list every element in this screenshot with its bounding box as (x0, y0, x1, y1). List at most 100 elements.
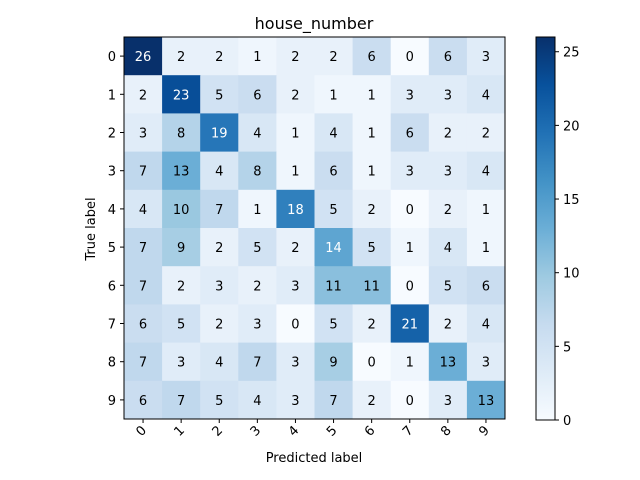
cell-value-label: 7 (253, 356, 261, 371)
x-tick-label: 7 (400, 423, 416, 439)
heatmap-cell (428, 380, 468, 420)
heatmap-cell (352, 37, 392, 76)
cell-value-label: 4 (253, 127, 261, 142)
heatmap-cell (466, 113, 506, 153)
y-tick-label: 5 (108, 241, 116, 256)
cell-value-label: 5 (177, 318, 185, 333)
heatmap-cell (124, 342, 163, 382)
cell-value-label: 3 (406, 88, 414, 103)
cell-value-label: 3 (253, 318, 261, 333)
heatmap-cell (124, 151, 163, 191)
cell-value-label: 6 (139, 318, 147, 333)
y-tick-label: 6 (108, 279, 116, 294)
cell-value-label: 1 (482, 203, 490, 218)
cell-value-label: 1 (406, 241, 414, 256)
y-tick-label: 7 (108, 318, 116, 333)
cell-value-label: 2 (444, 318, 452, 333)
heatmap-cell (276, 380, 315, 420)
cell-value-label: 7 (139, 279, 147, 294)
heatmap-cell (428, 304, 468, 344)
cell-value-label: 2 (253, 279, 261, 294)
heatmap-cell (466, 75, 506, 114)
heatmap-cell (238, 37, 277, 76)
cell-value-label: 3 (444, 394, 452, 409)
heatmap-cell (124, 189, 163, 229)
heatmap-cell (276, 304, 315, 344)
heatmap-cell (200, 228, 239, 267)
heatmap-cell (352, 228, 392, 267)
heatmap-cell (352, 342, 392, 382)
heatmap-cell (162, 380, 201, 420)
cell-value-label: 1 (368, 127, 376, 142)
cell-value-label: 14 (325, 241, 342, 256)
heatmap-cell (238, 75, 277, 114)
cell-value-label: 13 (173, 165, 190, 180)
cell-value-label: 3 (406, 165, 414, 180)
colorbar-tick-label: 25 (563, 46, 580, 61)
cell-value-label: 4 (139, 203, 147, 218)
cell-value-label: 2 (291, 88, 299, 103)
cell-value-label: 5 (215, 394, 223, 409)
cell-value-label: 10 (173, 203, 190, 218)
x-tick-label: 9 (476, 423, 492, 439)
heatmap-cell (238, 228, 277, 267)
heatmap-cell (390, 380, 430, 420)
heatmap-cell (314, 380, 354, 420)
cell-value-label: 2 (291, 241, 299, 256)
heatmap-cell (390, 228, 430, 267)
cell-value-label: 1 (368, 88, 376, 103)
cell-value-label: 4 (444, 241, 452, 256)
x-tick-label: 3 (248, 423, 264, 439)
heatmap-cell (428, 342, 468, 382)
heatmap-cell (200, 380, 239, 420)
colorbar-tick-label: 5 (563, 340, 571, 355)
y-tick-label: 2 (108, 127, 116, 142)
heatmap-cell (276, 189, 315, 229)
heatmap-cell (390, 266, 430, 305)
heatmap-cell (238, 304, 277, 344)
cell-value-label: 2 (368, 394, 376, 409)
cell-value-label: 1 (253, 203, 261, 218)
cell-value-label: 4 (482, 318, 490, 333)
heatmap-cell (428, 228, 468, 267)
x-axis-ticks: 0 1 2 3 4 5 6 7 8 9 (133, 419, 493, 440)
heatmap-cell (124, 75, 163, 114)
heatmap-cell (390, 342, 430, 382)
heatmap-cell (352, 189, 392, 229)
heatmap-cell (162, 189, 201, 229)
plot-frame (123, 36, 506, 420)
heatmap-cell (276, 75, 315, 114)
cell-value-label: 3 (139, 127, 147, 142)
cell-value-label: 21 (401, 318, 418, 333)
heatmap-cell (352, 380, 392, 420)
cell-value-label: 19 (211, 127, 228, 142)
heatmap-cell (314, 75, 354, 114)
cell-value-label: 6 (329, 165, 337, 180)
heatmap-cell (124, 113, 163, 153)
cell-value-label: 1 (253, 50, 261, 65)
heatmap-cell (466, 304, 506, 344)
heatmap-cell (314, 189, 354, 229)
y-tick-label: 4 (108, 203, 116, 218)
x-tick-label: 5 (324, 423, 340, 439)
cell-value-label: 6 (482, 279, 490, 294)
heatmap-cell (466, 37, 506, 76)
heatmap-cell (276, 228, 315, 267)
heatmap-cell (200, 113, 239, 153)
cell-value-label: 4 (329, 127, 337, 142)
colorbar-tick-label: 20 (563, 119, 580, 134)
cell-value-label: 3 (177, 356, 185, 371)
heatmap-cell (390, 37, 430, 76)
heatmap-cell (162, 342, 201, 382)
heatmap-cell (466, 151, 506, 191)
cell-value-label: 13 (478, 394, 495, 409)
cell-value-label: 5 (215, 88, 223, 103)
heatmap-cell (200, 37, 239, 76)
heatmap-cell (428, 151, 468, 191)
colorbar-ticks: 0 5 10 15 20 25 (555, 46, 580, 429)
heatmap-cell (466, 228, 506, 267)
heatmap-cell (390, 113, 430, 153)
heatmap-cell (238, 380, 277, 420)
heatmap-cell (314, 113, 354, 153)
heatmap-cell (162, 266, 201, 305)
